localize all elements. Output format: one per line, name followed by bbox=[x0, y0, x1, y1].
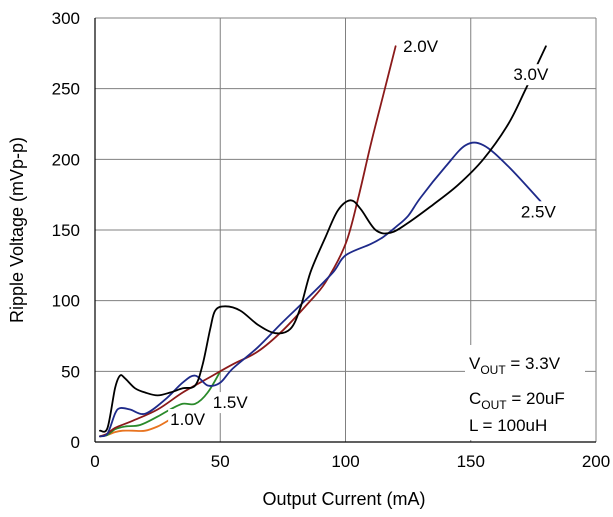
inductance-annotation: L = 100uH bbox=[469, 416, 547, 435]
vout-value: = 3.3V bbox=[506, 354, 561, 373]
series-line-3-0v bbox=[99, 45, 547, 433]
y-tick-label: 200 bbox=[52, 150, 80, 169]
series-label-background bbox=[210, 392, 251, 414]
series-line-2-0v bbox=[99, 45, 397, 438]
series-labels: 1.0V 1.5V 2.0V 2.5V 3.0V bbox=[168, 35, 559, 431]
series-lines bbox=[99, 45, 547, 438]
cout-subscript: OUT bbox=[481, 398, 507, 412]
grid bbox=[95, 17, 597, 442]
axes bbox=[94, 18, 596, 443]
x-tick-label: 50 bbox=[211, 452, 230, 471]
series-label: 2.0V bbox=[403, 37, 439, 56]
x-tick-label: 150 bbox=[457, 452, 485, 471]
vout-symbol: V bbox=[469, 354, 481, 373]
x-tick-label: 100 bbox=[331, 452, 359, 471]
series-label: 2.5V bbox=[521, 202, 557, 221]
annotation-background bbox=[465, 345, 585, 440]
cout-symbol: C bbox=[469, 389, 481, 408]
vout-annotation: VOUT = 3.3V bbox=[469, 354, 561, 377]
y-tick-label: 150 bbox=[52, 221, 80, 240]
conditions-annotation: VOUT = 3.3V COUT = 20uF L = 100uH bbox=[465, 345, 585, 440]
series-label: 1.5V bbox=[213, 393, 249, 412]
series-label-background bbox=[511, 64, 551, 86]
series-line-2-5v bbox=[99, 141, 542, 438]
y-tick-label: 300 bbox=[52, 9, 80, 28]
x-tick-label: 0 bbox=[90, 452, 99, 471]
series-label: 1.0V bbox=[170, 410, 206, 429]
y-tick-label: 0 bbox=[71, 433, 80, 452]
series-label-background bbox=[168, 409, 208, 431]
vout-subscript: OUT bbox=[480, 363, 506, 377]
y-tick-label: 250 bbox=[52, 80, 80, 99]
series-label-background bbox=[518, 201, 559, 223]
y-axis-label: Ripple Voltage (mVp-p) bbox=[7, 137, 27, 323]
x-tick-label: 200 bbox=[582, 452, 610, 471]
y-tick-label: 100 bbox=[52, 292, 80, 311]
x-axis-label: Output Current (mA) bbox=[262, 489, 425, 509]
y-tick-label: 50 bbox=[61, 362, 80, 381]
cout-annotation: COUT = 20uF bbox=[469, 389, 565, 412]
cout-value: = 20uF bbox=[507, 389, 565, 408]
series-line-1-5v bbox=[99, 370, 222, 438]
series-label-background bbox=[401, 35, 441, 57]
tick-labels: 0 50 100 150 200 0 50 100 150 200 250 300 bbox=[52, 9, 611, 471]
series-label: 3.0V bbox=[513, 65, 549, 84]
